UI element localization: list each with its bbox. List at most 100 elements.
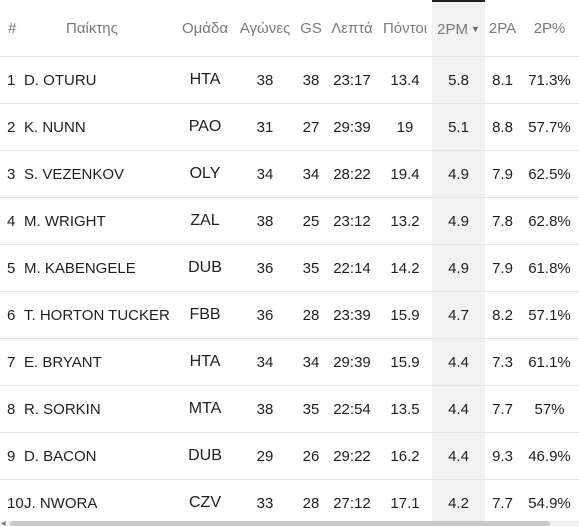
cell-gs: 34 [296,150,326,198]
table-row[interactable]: 9 D. BACON DUB 29 26 29:22 16.2 4.4 9.3 … [0,432,579,480]
cell-minutes: 29:39 [326,338,378,386]
cell-2pa: 7.9 [485,244,520,292]
cell-team[interactable]: DUB [176,244,234,292]
cell-team[interactable]: FBB [176,291,234,339]
cell-2p-pct: 61.1% [520,338,579,386]
header-games[interactable]: Αγώνες [234,1,296,57]
cell-2p-pct: 62.8% [520,197,579,245]
header-2p-pct[interactable]: 2P% [520,1,579,57]
cell-2pm: 4.4 [432,385,485,433]
cell-2pm: 4.9 [432,197,485,245]
cell-games: 29 [234,432,296,480]
cell-player[interactable]: K. NUNN [24,103,176,151]
horizontal-scrollbar[interactable]: ◀ [0,521,579,527]
cell-minutes: 27:12 [333,494,371,512]
cell-games: 38 [234,197,296,245]
cell-points: 13.5 [378,385,432,433]
cell-team[interactable]: PAO [176,103,234,151]
cell-2pa: 9.3 [485,432,520,480]
cell-rank: 9 [0,432,24,480]
cell-games: 34 [234,338,296,386]
cell-team[interactable]: HTA [176,338,234,386]
cell-player[interactable]: E. BRYANT [24,338,176,386]
cell-gs: 38 [296,56,326,104]
cell-2p-pct: 54.9% [528,494,571,512]
cell-points: 19.4 [378,150,432,198]
cell-2p-pct: 71.3% [520,56,579,104]
cell-2pa: 7.9 [485,150,520,198]
cell-points: 19 [378,103,432,151]
header-team[interactable]: Ομάδα [176,1,234,57]
cell-points: 13.2 [378,197,432,245]
cell-rank: 7 [0,338,24,386]
cell-points: 16.2 [378,432,432,480]
cell-2pa: 8.1 [485,56,520,104]
cell-2pm: 4.4 [432,432,485,480]
cell-team[interactable]: MTA [176,385,234,433]
cell-2p-pct: 61.8% [520,244,579,292]
cell-player[interactable]: R. SORKIN [24,385,176,433]
cell-gs: 35 [296,385,326,433]
scrollbar-thumb[interactable] [10,521,550,526]
table-row[interactable]: 6 T. HORTON TUCKER FBB 36 28 23:39 15.9 … [0,291,579,339]
cell-player[interactable]: S. VEZENKOV [24,150,176,198]
table-row[interactable]: 3 S. VEZENKOV OLY 34 34 28:22 19.4 4.9 7… [0,150,579,198]
caret-down-icon: ▼ [470,23,480,34]
table-row[interactable]: 10 J. NWORA CZV 33 28 27:12 17.1 4.2 7.7… [0,479,579,526]
cell-games: 36 [234,244,296,292]
cell-team[interactable]: CZV [189,494,221,511]
cell-player[interactable]: M. WRIGHT [24,197,176,245]
cell-rank: 4 [0,197,24,245]
cell-rank: 2 [0,103,24,151]
table-row[interactable]: 1 D. OTURU HTA 38 38 23:17 13.4 5.8 8.1 … [0,56,579,104]
header-gs[interactable]: GS [296,1,326,57]
table-body: 1 D. OTURU HTA 38 38 23:17 13.4 5.8 8.1 … [0,56,579,526]
cell-points: 14.2 [378,244,432,292]
cell-games: 38 [234,385,296,433]
cell-rank: 6 [0,291,24,339]
cell-player[interactable]: J. NWORA [24,494,98,512]
cell-games: 38 [234,56,296,104]
header-2pa[interactable]: 2PA [485,1,520,57]
cell-rank: 3 [0,150,24,198]
scroll-left-arrow-icon[interactable]: ◀ [1,521,6,527]
table-row[interactable]: 5 M. KABENGELE DUB 36 35 22:14 14.2 4.9 … [0,244,579,292]
cell-team[interactable]: OLY [176,150,234,198]
header-minutes[interactable]: Λεπτά [326,1,378,57]
cell-games: 36 [234,291,296,339]
cell-team[interactable]: HTA [176,56,234,104]
table-header: # Παίκτης Ομάδα Αγώνες GS Λεπτά Πόντοι 2… [0,0,579,57]
cell-points: 15.9 [378,338,432,386]
cell-team[interactable]: DUB [176,432,234,480]
cell-team[interactable]: ZAL [176,197,234,245]
cell-2pa: 8.2 [485,291,520,339]
cell-rank: 5 [0,244,24,292]
cell-player[interactable]: T. HORTON TUCKER [24,291,176,339]
table-row[interactable]: 4 M. WRIGHT ZAL 38 25 23:12 13.2 4.9 7.8… [0,197,579,245]
table-row[interactable]: 8 R. SORKIN MTA 38 35 22:54 13.5 4.4 7.7… [0,385,579,433]
cell-2pm: 4.2 [432,479,485,526]
cell-minutes: 23:39 [326,291,378,339]
cell-minutes: 23:17 [326,56,378,104]
header-2pm-label: 2PM [437,20,468,38]
table-row[interactable]: 7 E. BRYANT HTA 34 34 29:39 15.9 4.4 7.3… [0,338,579,386]
cell-2pa: 7.7 [492,494,513,512]
cell-2pm: 5.1 [432,103,485,151]
cell-player[interactable]: D. OTURU [24,56,176,104]
cell-2p-pct: 57.1% [520,291,579,339]
cell-points: 15.9 [378,291,432,339]
header-2pm-sorted[interactable]: 2PM ▼ [432,0,485,57]
cell-minutes: 23:12 [326,197,378,245]
header-rank[interactable]: # [0,1,24,57]
header-points[interactable]: Πόντοι [378,1,432,57]
cell-2pm: 4.7 [432,291,485,339]
cell-player[interactable]: M. KABENGELE [24,244,176,292]
cell-player[interactable]: D. BACON [24,432,176,480]
cell-2p-pct: 46.9% [520,432,579,480]
cell-2p-pct: 57.7% [520,103,579,151]
cell-minutes: 29:39 [326,103,378,151]
cell-gs: 28 [296,291,326,339]
table-row[interactable]: 2 K. NUNN PAO 31 27 29:39 19 5.1 8.8 57.… [0,103,579,151]
header-player[interactable]: Παίκτης [24,1,176,57]
cell-gs: 28 [302,494,320,512]
